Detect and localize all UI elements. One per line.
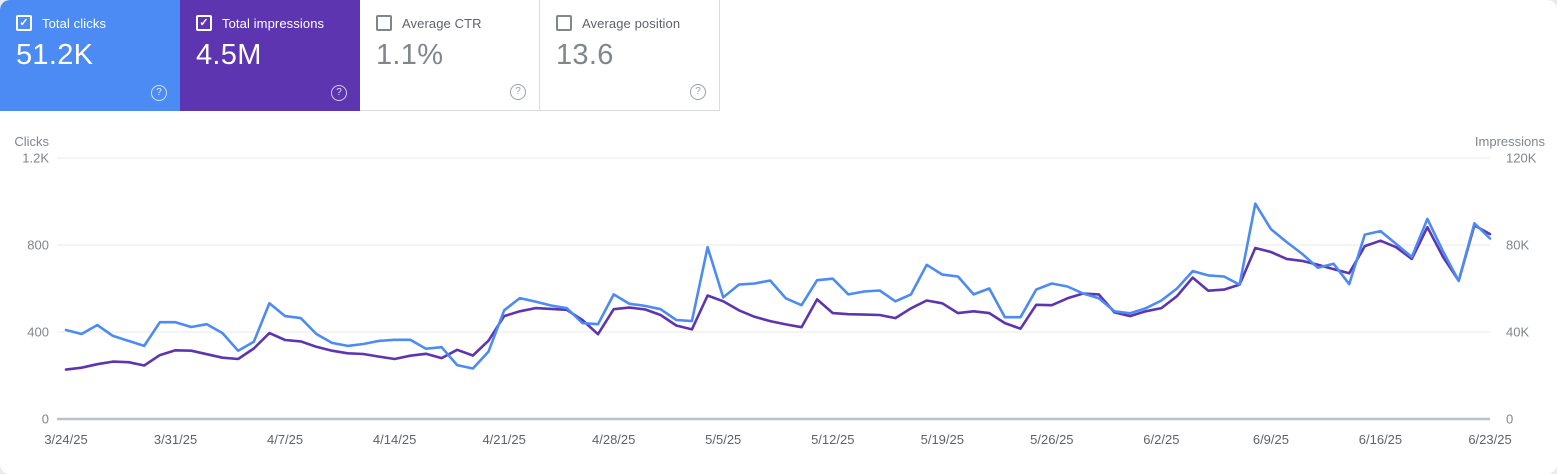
metric-card-label: Total clicks [42,15,107,31]
metric-card-label: Average CTR [402,15,482,31]
checkbox-total-impressions-icon[interactable]: ✓ [196,15,212,31]
x-axis-tick: 3/24/25 [44,432,87,447]
left-axis-tick: 1.2K [22,151,49,166]
x-axis-tick: 6/16/25 [1359,432,1402,447]
metric-card-value: 1.1% [376,39,444,71]
right-axis-tick: 120K [1506,151,1537,166]
x-axis-tick: 6/9/25 [1253,432,1289,447]
metric-card-value: 51.2K [16,39,94,71]
x-axis-tick: 5/5/25 [705,432,741,447]
right-axis-title: Impressions [1475,134,1546,149]
right-axis-tick: 0 [1506,412,1513,427]
right-axis-tick: 40K [1506,325,1529,340]
x-axis-tick: 6/23/25 [1468,432,1511,447]
left-axis-tick: 800 [27,238,49,253]
metric-card-average-position[interactable]: Average position 13.6 ? [540,0,720,111]
x-axis-tick: 4/14/25 [373,432,416,447]
metric-card-total-impressions[interactable]: ✓ Total impressions 4.5M ? [180,0,360,111]
metric-card-value: 13.6 [556,39,614,71]
metric-card-average-ctr[interactable]: Average CTR 1.1% ? [360,0,540,111]
checkbox-average-ctr-icon[interactable] [376,15,392,31]
x-axis-tick: 6/2/25 [1143,432,1179,447]
x-axis-tick: 5/19/25 [921,432,964,447]
x-axis-tick: 4/28/25 [592,432,635,447]
help-icon[interactable]: ? [331,85,347,101]
metric-card-value: 4.5M [196,39,262,71]
help-icon[interactable]: ? [510,84,526,100]
metric-card-label: Total impressions [222,15,325,31]
right-axis-tick: 80K [1506,238,1529,253]
x-axis-tick: 5/26/25 [1030,432,1073,447]
left-axis-tick: 400 [27,325,49,340]
metric-card-label: Average position [582,15,681,31]
x-axis-tick: 3/31/25 [154,432,197,447]
checkbox-average-position-icon[interactable] [556,15,572,31]
left-axis-title: Clicks [14,134,49,149]
clicks-line [64,202,1492,370]
x-axis-tick: 4/7/25 [267,432,303,447]
metric-cards: ✓ Total clicks 51.2K ? ✓ Total impressio… [0,0,720,111]
checkbox-total-clicks-icon[interactable]: ✓ [16,15,32,31]
left-axis-tick: 0 [42,412,49,427]
impressions-line [64,224,1492,371]
x-axis-tick: 5/12/25 [811,432,854,447]
help-icon[interactable]: ? [690,84,706,100]
x-axis-tick: 4/21/25 [482,432,525,447]
help-icon[interactable]: ? [151,85,167,101]
metric-card-total-clicks[interactable]: ✓ Total clicks 51.2K ? [0,0,180,111]
